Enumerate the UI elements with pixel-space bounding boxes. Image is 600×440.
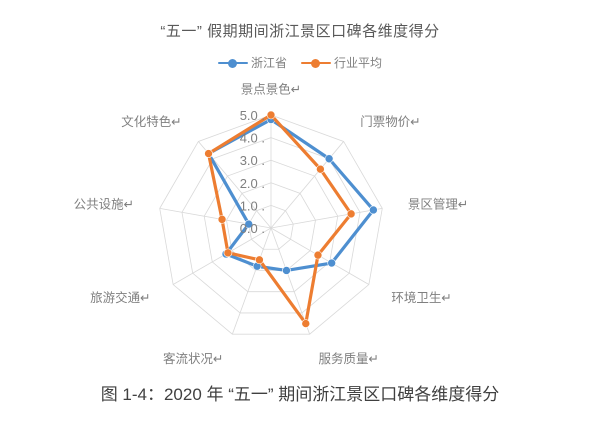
radar-axis-label: 客流状况↵ (163, 351, 223, 365)
legend-label: 浙江省 (250, 56, 287, 70)
radial-tick-label: 1.0 . (240, 198, 265, 213)
legend-marker-icon (217, 57, 248, 69)
radar-data-point (301, 319, 311, 328)
legend-item-zhejiang[interactable]: 浙江省 (217, 54, 287, 71)
radar-data-point (316, 164, 325, 174)
radar-data-point (324, 154, 334, 164)
radar-data-point (282, 266, 291, 275)
radar-series (204, 110, 356, 328)
radar-grid (159, 114, 383, 335)
legend-marker-icon (301, 57, 331, 69)
radar-data-point (266, 110, 276, 120)
radar-radial-ticks: 0.0 . 1.0 . 2.0 . 3.0 . 4.0 . 5.0 . (240, 108, 265, 236)
radar-data-point (223, 248, 233, 258)
radar-axis-label: 文化特色↵ (121, 114, 181, 129)
radar-axis-label: 门票物价↵ (360, 114, 420, 129)
radar-chart-plot: 景点景色↵ 门票物价↵ 景区管理↵ 环境卫生↵ 服务质量↵ 客流状况↵ 旅游交通↵ 公共设施↵… (74, 82, 469, 366)
radar-data-point (217, 215, 227, 224)
radar-data-point (313, 250, 323, 260)
legend-item-industry-average[interactable]: 行业平均 (301, 54, 382, 71)
radial-tick-label: 3.0 . (240, 153, 265, 168)
legend-label: 行业平均 (334, 56, 383, 70)
radar-axis-label: 公共设施↵ (74, 196, 134, 211)
figure-caption: 图 1-4：2020 年 “五一” 期间浙江景区口碑各维度得分 (100, 385, 500, 404)
radar-data-point (327, 258, 336, 268)
radar-data-point (255, 255, 264, 265)
radar-axis-label: 景点景色↵ (241, 82, 301, 97)
radar-data-point (369, 205, 378, 215)
radar-series (204, 115, 378, 275)
radar-axis-label: 服务质量↵ (319, 351, 379, 365)
radar-data-point (244, 219, 254, 229)
radar-axis-label: 景区管理↵ (408, 196, 468, 211)
radar-axis-labels: 景点景色↵ 门票物价↵ 景区管理↵ 环境卫生↵ 服务质量↵ 客流状况↵ 旅游交通↵ 公共设施↵… (74, 82, 469, 366)
radial-tick-label: 2.0 . (240, 176, 265, 191)
radar-data-point (204, 149, 213, 158)
radar-data-point (346, 209, 356, 219)
radar-axis-label: 旅游交通↵ (90, 290, 150, 305)
radial-tick-label: 4.0 . (240, 131, 265, 146)
radial-tick-label: 0.0 . (240, 221, 265, 236)
radar-axis-label: 环境卫生↵ (391, 290, 451, 305)
figure-region: “五一” 假期期间浙江景区口碑各维度得分 浙江省 行业平均 景点景色↵ 门票物价↵… (0, 23, 600, 366)
chart-title: “五一” 假期期间浙江景区口碑各维度得分 (160, 23, 440, 40)
radar-series-layer (204, 110, 378, 328)
radial-tick-label: 5.0 . (240, 108, 265, 123)
chart-legend: 浙江省 行业平均 (0, 54, 600, 71)
